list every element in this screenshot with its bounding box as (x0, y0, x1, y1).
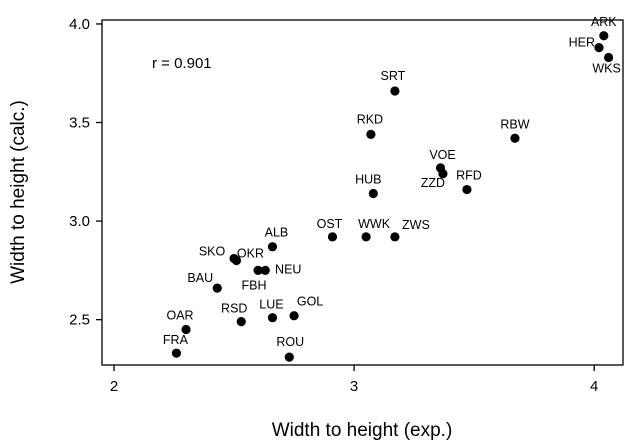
point-label: RKD (357, 112, 383, 126)
data-point (438, 169, 448, 179)
point-label: HER (569, 36, 595, 50)
correlation-annotation: r = 0.901 (152, 55, 212, 72)
point-label: GOL (297, 295, 323, 309)
data-point (267, 313, 278, 323)
data-point (253, 265, 263, 275)
point-label: SKO (199, 245, 226, 259)
point-label: ZZD (421, 176, 445, 190)
x-tick-label: 3 (350, 378, 358, 395)
data-point (366, 129, 376, 139)
data-point (260, 265, 270, 275)
data-points: ARK HER WKS SRT RBW RKD VOE ZZD RFD HUB OST WWK ZWS A… (163, 15, 621, 362)
data-point (462, 184, 472, 195)
point-label: VOE (429, 148, 455, 162)
y-axis-title: Width to height (calc.) (8, 100, 29, 284)
point-label: OST (317, 217, 343, 231)
x-axis-title: Width to height (exp.) (272, 420, 453, 441)
x-tick-label: 2 (110, 378, 118, 395)
y-tick-label: 3.0 (69, 213, 90, 230)
data-point (390, 232, 400, 242)
data-point (267, 242, 278, 252)
data-point (599, 31, 609, 41)
point-label: ZWS (402, 218, 430, 232)
y-tick-label: 2.5 (69, 312, 90, 329)
y-axis-ticks: 2.5 3.0 3.5 4.0 (69, 16, 102, 329)
point-label: ROU (276, 335, 304, 349)
data-point (603, 52, 614, 63)
point-label: FBH (242, 278, 267, 292)
point-label: NEU (275, 262, 301, 276)
point-label: RBW (500, 117, 529, 131)
data-point (327, 232, 338, 242)
point-label: BAU (187, 271, 213, 285)
data-point (231, 255, 242, 266)
point-label: WWK (358, 217, 391, 231)
point-label: ALB (265, 226, 289, 240)
point-label: ARK (591, 15, 617, 29)
data-point (368, 188, 378, 199)
y-tick-label: 4.0 (69, 16, 90, 33)
data-point (171, 348, 182, 358)
x-axis-ticks: 2 3 4 (110, 365, 598, 395)
point-label: OKR (237, 247, 264, 261)
data-point (361, 232, 371, 242)
point-label: SRT (381, 69, 406, 83)
data-point (289, 311, 299, 321)
data-point (594, 43, 604, 53)
point-label: FRA (163, 333, 189, 347)
point-label: RSD (221, 302, 247, 316)
data-point (284, 352, 294, 362)
point-label: LUE (259, 298, 283, 312)
point-label: HUB (355, 172, 381, 186)
point-label: OAR (166, 309, 193, 323)
data-point (181, 324, 191, 335)
point-label: RFD (456, 169, 482, 183)
x-tick-label: 4 (590, 378, 598, 395)
data-point (236, 317, 246, 327)
data-point (212, 283, 222, 293)
data-point (390, 86, 400, 96)
plot-frame (101, 19, 624, 366)
y-tick-label: 3.5 (69, 115, 90, 132)
data-point (510, 133, 520, 143)
point-label: WKS (592, 61, 620, 75)
